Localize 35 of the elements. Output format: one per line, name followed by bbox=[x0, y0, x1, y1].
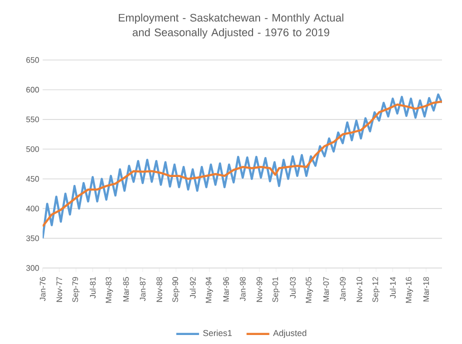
x-tick-label: Nov-10 bbox=[356, 277, 362, 302]
y-tick-label: 300 bbox=[26, 265, 39, 271]
x-tick-label: Jan-09 bbox=[340, 277, 346, 302]
x-tick-label: May-83 bbox=[106, 277, 113, 303]
x-tick-label: Jul-92 bbox=[190, 277, 196, 298]
y-tick-label: 400 bbox=[26, 206, 39, 212]
y-tick-label: 600 bbox=[26, 86, 39, 93]
x-tick-label: Jan-76 bbox=[40, 277, 46, 302]
y-tick-label: 450 bbox=[26, 176, 39, 182]
x-tick-label: May-16 bbox=[406, 277, 414, 303]
x-tick-label: Mar-18 bbox=[423, 277, 429, 302]
x-tick-label: Mar-07 bbox=[323, 277, 329, 302]
legend-label: Series1 bbox=[203, 330, 232, 336]
x-tick-label: Sep-01 bbox=[272, 277, 280, 302]
legend-label: Adjusted bbox=[273, 330, 306, 338]
x-tick-label: Sep-12 bbox=[372, 277, 380, 302]
x-tick-label: Jul-81 bbox=[90, 277, 96, 298]
x-tick-label: Jan-87 bbox=[140, 277, 146, 302]
x-tick-label: Mar-85 bbox=[123, 277, 129, 302]
y-tick-label: 500 bbox=[26, 146, 39, 152]
x-tick-label: May-05 bbox=[306, 277, 314, 303]
y-tick-label: 650 bbox=[26, 57, 39, 63]
x-tick-label: Nov-88 bbox=[156, 277, 162, 302]
x-tick-label: Nov-99 bbox=[256, 277, 262, 302]
x-tick-label: May-94 bbox=[206, 276, 213, 303]
y-tick-label: 550 bbox=[26, 116, 39, 122]
x-tick-label: Sep-79 bbox=[72, 277, 80, 302]
x-tick-label: Sep-90 bbox=[172, 277, 180, 302]
x-tick-label: Jul-03 bbox=[290, 277, 296, 298]
x-tick-label: Mar-96 bbox=[223, 277, 229, 302]
y-tick-label: 350 bbox=[26, 235, 39, 242]
chart-title: Employment - Saskatchewan - Monthly Actual and Seasonally Adjusted - 1976 to 2019 bbox=[118, 14, 344, 38]
x-tick-label: Jan-98 bbox=[240, 277, 246, 302]
x-tick-label: Jul-14 bbox=[390, 276, 396, 298]
x-tick-label: Nov-77 bbox=[56, 277, 62, 302]
